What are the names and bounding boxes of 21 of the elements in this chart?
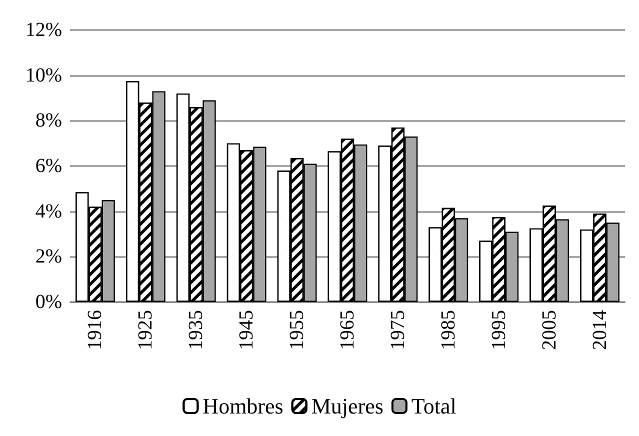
x-tick-label: 1975 <box>386 310 409 350</box>
y-tick-label: 6% <box>35 155 62 177</box>
x-tick-label: 1925 <box>134 310 157 350</box>
x-tick-label: 2014 <box>588 310 611 350</box>
y-tick-label: 4% <box>35 200 62 222</box>
y-tick-label: 8% <box>35 110 62 132</box>
legend-label: Hombres <box>202 394 284 418</box>
legend-label: Mujeres <box>311 394 384 418</box>
x-tick-label: 1965 <box>336 310 358 350</box>
y-tick-label: 0% <box>35 291 62 313</box>
y-tick-label: 12% <box>25 19 62 41</box>
x-tick-label: 1995 <box>488 310 510 350</box>
x-tick-label: 2005 <box>538 310 560 350</box>
y-tick-label: 10% <box>25 64 62 86</box>
legend-label: Total <box>411 394 456 418</box>
x-tick-label: 1916 <box>84 310 106 350</box>
x-tick-label: 1945 <box>236 310 258 350</box>
y-tick-label: 2% <box>35 246 62 268</box>
x-tick-label: 1955 <box>286 310 308 350</box>
x-tick-label: 1985 <box>437 310 460 350</box>
x-tick-label: 1935 <box>185 310 208 350</box>
